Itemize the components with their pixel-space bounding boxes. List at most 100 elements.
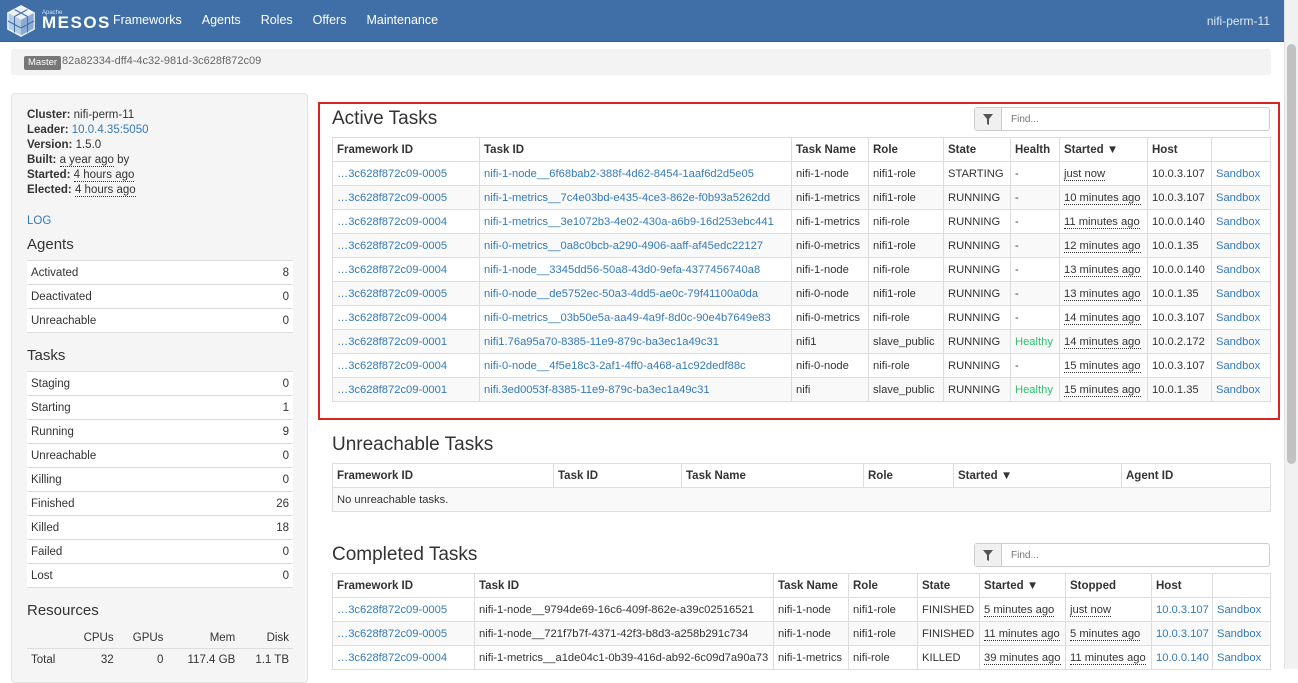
task-started: 15 minutes ago (1064, 359, 1141, 373)
task-id-link[interactable]: nifi-0-metrics__03b50e5a-aa49-4a9f-8d0c-… (484, 311, 771, 324)
sandbox-link[interactable]: Sandbox (1216, 191, 1261, 204)
nav-frameworks[interactable]: Frameworks (113, 13, 182, 27)
framework-id-cell: …3c628f872c09-0001 (332, 377, 480, 402)
task-id-link[interactable]: nifi.3ed0053f-8385-11e9-879c-ba3ec1a49c3… (484, 383, 710, 396)
col-role[interactable]: Role (848, 573, 918, 598)
framework-id-link[interactable]: …3c628f872c09-0001 (337, 383, 448, 396)
col-framework-id[interactable]: Framework ID (332, 137, 480, 162)
col-task-id[interactable]: Task ID (553, 463, 682, 488)
completed-filter-button[interactable] (975, 544, 1002, 566)
task-host-cell: 10.0.3.107 (1151, 621, 1213, 646)
col-started[interactable]: Started ▼ (953, 463, 1122, 488)
task-id-link[interactable]: nifi-0-metrics__0a8c0bcb-a290-4906-aaff-… (484, 239, 764, 252)
page-scrollbar[interactable] (1284, 0, 1298, 669)
sandbox-link[interactable]: Sandbox (1217, 627, 1262, 640)
col-framework-id[interactable]: Framework ID (332, 573, 475, 598)
resources-total-mem: 117.4 GB (167, 647, 240, 672)
col-role[interactable]: Role (863, 463, 954, 488)
col-framework-id[interactable]: Framework ID (332, 463, 554, 488)
framework-id-link[interactable]: …3c628f872c09-0005 (337, 239, 448, 252)
task-role-cell: nifi1-role (848, 597, 918, 622)
agents-value: 0 (249, 284, 293, 309)
nav-roles[interactable]: Roles (260, 13, 293, 27)
sandbox-link[interactable]: Sandbox (1217, 603, 1262, 616)
logo-apache-text: Apache (42, 10, 63, 16)
task-health-cell: Healthy (1010, 377, 1060, 402)
col-host[interactable]: Host (1151, 573, 1213, 598)
sandbox-link[interactable]: Sandbox (1216, 167, 1261, 180)
framework-id-link[interactable]: …3c628f872c09-0001 (337, 335, 448, 348)
active-tasks-find-input[interactable] (1003, 108, 1269, 130)
completed-tasks-table: Framework ID Task ID Task Name Role Stat… (332, 573, 1271, 670)
mesos-logo[interactable]: Apache MESOS (4, 4, 109, 38)
col-health[interactable]: Health (1010, 137, 1060, 162)
framework-id-link[interactable]: …3c628f872c09-0004 (337, 359, 448, 372)
col-state[interactable]: State (917, 573, 980, 598)
sandbox-link[interactable]: Sandbox (1217, 651, 1262, 664)
task-id-link[interactable]: nifi-0-node__de5752ec-50a3-4dd5-ae0c-79f… (484, 287, 759, 300)
sandbox-link[interactable]: Sandbox (1216, 239, 1261, 252)
col-task-id[interactable]: Task ID (479, 137, 792, 162)
task-host-link[interactable]: 10.0.3.107 (1156, 627, 1209, 640)
task-name-cell: nifi-0-metrics (791, 305, 869, 330)
framework-id-link[interactable]: …3c628f872c09-0005 (337, 627, 448, 640)
active-filter-button[interactable] (975, 108, 1002, 130)
task-started: 11 minutes ago (984, 627, 1060, 641)
framework-id-link[interactable]: …3c628f872c09-0005 (337, 167, 448, 180)
task-state: RUNNING (948, 383, 1001, 396)
task-host-link[interactable]: 10.0.0.140 (1156, 651, 1209, 664)
task-id-link[interactable]: nifi-1-metrics__3e1072b3-4e02-430a-a6b9-… (484, 215, 774, 228)
col-host[interactable]: Host (1147, 137, 1212, 162)
nav-offers[interactable]: Offers (312, 13, 347, 27)
framework-id-link[interactable]: …3c628f872c09-0005 (337, 287, 448, 300)
completed-tasks-find-input[interactable] (1003, 544, 1269, 566)
agents-label: Unreachable (27, 308, 250, 333)
col-started[interactable]: Started ▼ (979, 573, 1066, 598)
task-id-link[interactable]: nifi-1-node__3345dd56-50a8-43d0-9efa-437… (484, 263, 761, 276)
col-task-name[interactable]: Task Name (773, 573, 849, 598)
task-id-link[interactable]: nifi-0-node__4f5e18c3-2af1-4ff0-a468-a1c… (484, 359, 746, 372)
col-task-id[interactable]: Task ID (474, 573, 774, 598)
col-task-name[interactable]: Task Name (681, 463, 864, 488)
task-id-link[interactable]: nifi1.76a95a70-8385-11e9-879c-ba3ec1a49c… (484, 335, 719, 348)
task-started-cell: 13 minutes ago (1059, 257, 1148, 282)
task-host-link[interactable]: 10.0.3.107 (1156, 603, 1209, 616)
col-started[interactable]: Started ▼ (1059, 137, 1148, 162)
resources-header-row: CPUs GPUs Mem Disk (27, 628, 293, 648)
task-health-cell: - (1010, 209, 1060, 234)
task-name: nifi-1-metrics (796, 191, 861, 204)
framework-id-link[interactable]: …3c628f872c09-0004 (337, 215, 448, 228)
nav-maintenance[interactable]: Maintenance (366, 13, 439, 27)
col-state[interactable]: State (943, 137, 1011, 162)
col-stopped[interactable]: Stopped (1065, 573, 1152, 598)
col-role[interactable]: Role (868, 137, 944, 162)
sandbox-cell: Sandbox (1212, 621, 1271, 646)
task-state-cell: RUNNING (943, 305, 1011, 330)
sandbox-link[interactable]: Sandbox (1216, 359, 1261, 372)
log-link[interactable]: LOG (27, 215, 52, 227)
task-id-link[interactable]: nifi-1-node__6f68bab2-388f-4d62-8454-1aa… (484, 167, 754, 180)
nav-agents[interactable]: Agents (201, 13, 241, 27)
sandbox-link[interactable]: Sandbox (1216, 215, 1261, 228)
col-agent-id[interactable]: Agent ID (1121, 463, 1271, 488)
sandbox-link[interactable]: Sandbox (1216, 335, 1261, 348)
task-id-cell: nifi-0-node__4f5e18c3-2af1-4ff0-a468-a1c… (479, 353, 792, 378)
framework-id-link[interactable]: …3c628f872c09-0004 (337, 263, 448, 276)
tasks-summary-row: Failed 0 (27, 539, 293, 564)
sandbox-link[interactable]: Sandbox (1216, 263, 1261, 276)
sandbox-link[interactable]: Sandbox (1216, 383, 1261, 396)
task-host-cell: 10.0.3.107 (1151, 597, 1213, 622)
scrollbar-thumb[interactable] (1287, 44, 1296, 464)
main-nav: Frameworks Agents Roles Offers Maintenan… (103, 0, 448, 42)
framework-id-cell: …3c628f872c09-0001 (332, 329, 480, 354)
leader-link[interactable]: 10.0.4.35:5050 (71, 124, 149, 136)
framework-id-link[interactable]: …3c628f872c09-0005 (337, 603, 448, 616)
framework-id-link[interactable]: …3c628f872c09-0004 (337, 311, 448, 324)
col-task-name[interactable]: Task Name (791, 137, 869, 162)
task-id-link[interactable]: nifi-1-metrics__7c4e03bd-e435-4ce3-862e-… (484, 191, 771, 204)
sandbox-link[interactable]: Sandbox (1216, 311, 1261, 324)
sandbox-link[interactable]: Sandbox (1216, 287, 1261, 300)
active-tasks-filter (974, 107, 1270, 131)
framework-id-link[interactable]: …3c628f872c09-0005 (337, 191, 448, 204)
framework-id-link[interactable]: …3c628f872c09-0004 (337, 651, 448, 664)
